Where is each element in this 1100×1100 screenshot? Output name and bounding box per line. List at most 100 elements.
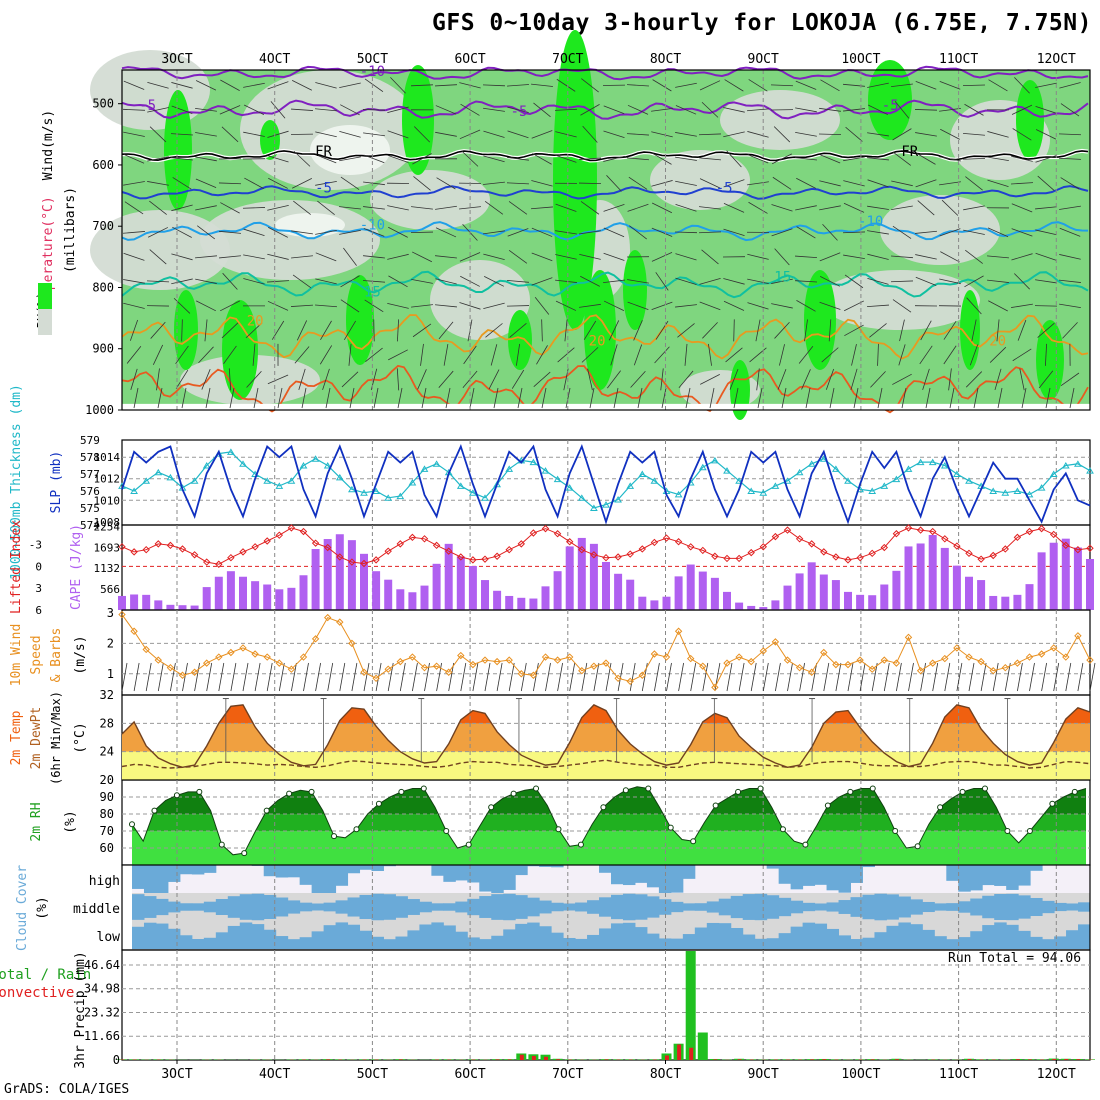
cloud-low-bar: [730, 927, 744, 949]
wind-speed-point: [977, 657, 985, 666]
cape-bar: [807, 562, 816, 610]
wind-barb: [871, 662, 878, 692]
wind-barb: [434, 84, 458, 87]
wind-barb: [508, 250, 528, 264]
cloud-middle-bar: [886, 894, 899, 920]
wind-barb: [997, 387, 1003, 409]
contour-label: -5: [139, 98, 156, 114]
wind-barb: [580, 201, 600, 215]
wind-barb: [1059, 279, 1081, 283]
lifted-index-point: [759, 543, 768, 551]
wind-barb: [150, 321, 166, 339]
wind-barb: [348, 343, 352, 366]
cloud-low-bar: [419, 924, 432, 949]
lifted-index-point: [420, 535, 429, 543]
wind-barb: [205, 387, 211, 409]
cloud-middle-bar: [371, 893, 384, 921]
cloud-low-bar: [766, 938, 780, 949]
rh-tick-label: 90: [100, 790, 114, 804]
cloud-high-bar: [994, 865, 1007, 886]
cloud-high-bar: [359, 865, 372, 870]
wind-barb: [315, 154, 337, 164]
wind-barb: [583, 320, 597, 340]
wind-barb: [748, 79, 768, 92]
bottom-date-label: 7OCT: [552, 1067, 583, 1082]
wind-barb: [915, 254, 937, 260]
cloud-low-bar: [982, 925, 995, 949]
cape-bar: [178, 605, 187, 610]
cape-bar: [723, 591, 731, 610]
wind-barb: [133, 662, 140, 692]
lifted-index-point: [432, 541, 441, 550]
cloud-low-bar: [132, 926, 145, 949]
wind-barb: [195, 178, 217, 189]
wind-barb: [315, 662, 321, 692]
precip-convective-bar: [326, 1059, 331, 1060]
li-tick-label: 3: [35, 582, 42, 595]
wind-barb: [435, 304, 457, 308]
wind10-axis-label-barbs: & Barbs: [49, 628, 64, 683]
wind-barb: [655, 320, 669, 340]
cloud-low-bar: [383, 939, 396, 949]
cloud-middle-bar: [132, 894, 145, 920]
wind-barb: [1059, 227, 1081, 237]
wind-barb: [723, 179, 745, 188]
wind-barb: [509, 322, 527, 338]
wind-barb: [892, 373, 912, 385]
wind-speed-point: [614, 674, 622, 683]
wind-barb: [916, 152, 936, 165]
rh-moist-patch: [164, 90, 192, 210]
wind-barb: [472, 662, 479, 692]
wind-barb: [460, 103, 480, 116]
wind-barb: [964, 103, 984, 116]
cape-bar: [880, 584, 889, 610]
wind-speed-point: [1037, 650, 1046, 658]
rh2m-axis-label: 2m RH: [29, 802, 44, 841]
contour-label: -5: [315, 181, 332, 197]
precip-convective-bar: [507, 1059, 512, 1060]
thickness-point: [892, 475, 901, 483]
cape-bar: [602, 561, 610, 610]
pressure-tick-label: 600: [92, 158, 114, 172]
wind-barb: [459, 252, 481, 262]
wind-barb: [988, 300, 1008, 312]
thickness-point: [565, 484, 574, 491]
wind-barb: [293, 150, 311, 167]
rh2m-point: [263, 807, 270, 814]
wind-barb: [195, 156, 217, 162]
cloud-middle-bar: [802, 902, 816, 912]
wind-barb: [1011, 104, 1033, 115]
wind-barb: [651, 227, 673, 237]
wind-barb: [507, 228, 529, 237]
wind-barb: [243, 254, 265, 260]
wind-barb: [965, 249, 983, 264]
wind-barb: [130, 368, 138, 391]
cape-bar: [783, 585, 792, 610]
precip-convective-bar: [1015, 1059, 1020, 1060]
wind-barb: [1017, 319, 1027, 341]
wind-barb: [388, 275, 408, 288]
top-date-label: 11OCT: [939, 52, 978, 67]
wind-barb: [123, 252, 145, 261]
thickness-point: [602, 501, 610, 508]
wind-barb: [363, 206, 385, 210]
rh-moist-patch: [584, 270, 616, 390]
wind-barb: [412, 153, 432, 165]
wind-speed-point: [239, 644, 247, 652]
wind-barb: [507, 157, 529, 161]
wind-barb: [901, 387, 907, 409]
cloud-low-bar: [790, 926, 804, 949]
cloud-high-bar: [323, 865, 337, 893]
thickness-point: [928, 458, 937, 466]
wind-barb: [363, 132, 385, 137]
wind-speed-point: [130, 627, 138, 635]
cloud-axis-units: (%): [35, 896, 50, 919]
wind-barb: [823, 662, 830, 692]
contour-label: -5: [716, 181, 733, 197]
wind-barb: [220, 79, 240, 91]
wind-barb: [315, 131, 337, 138]
rh2m-point: [1004, 828, 1011, 834]
bottom-date-label: 10OCT: [841, 1067, 880, 1082]
cloud-middle-bar: [1018, 895, 1031, 919]
rh2m-point: [735, 788, 742, 795]
